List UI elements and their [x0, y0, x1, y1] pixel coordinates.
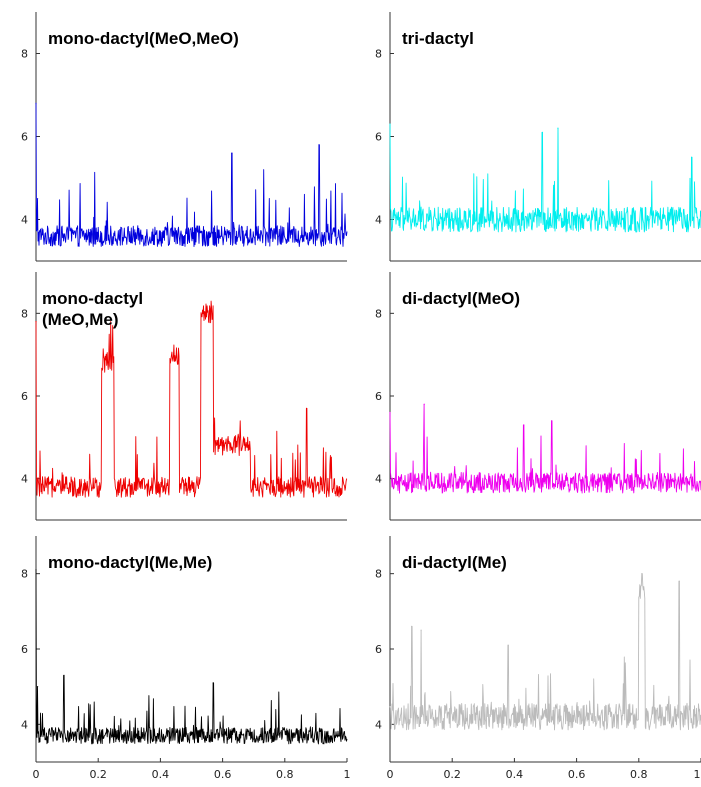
x-tick-label: 0.2 — [89, 768, 107, 781]
y-tick-label: 8 — [375, 568, 382, 581]
chart-title: tri-dactyl — [402, 29, 474, 48]
series-line — [35, 569, 348, 745]
chart-panel: 4 6 8 mono-dactyl (MeO,Me) — [21, 272, 348, 521]
chart-title: di-dactyl(MeO) — [402, 289, 520, 308]
chart-panel: 4 6 8 tri-dactyl — [375, 12, 701, 262]
chart-title: mono-dactyl — [42, 289, 143, 308]
y-tick-label: 4 — [375, 718, 382, 731]
series-line — [389, 573, 701, 731]
x-tick-label: 1 — [694, 768, 701, 781]
chart-panel: 4 6 8 0 0.2 0.4 0.6 0.8 1 mono-dactyl(Me,Me) — [21, 536, 351, 781]
data-point — [411, 625, 413, 628]
data-point — [523, 424, 525, 426]
x-tick-label: 0.2 — [443, 768, 461, 781]
chart-panel: 4 6 8 di-dactyl(MeO) — [375, 272, 701, 521]
chart-title: (MeO,Me) — [42, 310, 119, 329]
data-point — [389, 123, 391, 125]
chart-title: mono-dactyl(MeO,MeO) — [48, 29, 239, 48]
data-point — [557, 127, 559, 129]
data-point — [389, 411, 391, 414]
data-point — [35, 321, 37, 323]
series-line — [389, 124, 701, 233]
y-tick-label: 4 — [375, 473, 382, 486]
data-point — [231, 152, 233, 154]
data-point — [541, 131, 543, 133]
chart-title: mono-dactyl(Me,Me) — [48, 553, 212, 572]
data-point — [678, 580, 680, 582]
y-tick-label: 6 — [21, 131, 28, 144]
y-tick-label: 6 — [375, 131, 382, 144]
y-tick-label: 6 — [375, 390, 382, 403]
data-point — [63, 674, 65, 676]
x-tick-label: 0.8 — [276, 768, 294, 781]
chart-panel: 4 6 8 0 0.2 0.4 0.6 0.8 1 di-dactyl(Me) — [375, 536, 701, 781]
y-tick-label: 4 — [21, 718, 28, 731]
x-tick-label: 1 — [344, 768, 351, 781]
y-tick-label: 6 — [21, 390, 28, 403]
y-tick-label: 4 — [21, 214, 28, 227]
x-tick-label: 0.4 — [152, 768, 170, 781]
data-point — [420, 629, 422, 631]
data-point — [551, 420, 553, 422]
series-line — [389, 403, 701, 494]
y-tick-label: 8 — [21, 48, 28, 61]
x-tick-label: 0 — [387, 768, 394, 781]
data-point — [423, 403, 425, 405]
y-tick-label: 6 — [21, 643, 28, 656]
y-tick-label: 8 — [21, 568, 28, 581]
data-point — [318, 144, 320, 146]
series-line — [35, 300, 348, 498]
series-line — [35, 103, 348, 247]
y-tick-label: 8 — [375, 48, 382, 61]
y-tick-label: 8 — [21, 307, 28, 320]
data-point — [35, 102, 37, 104]
data-point — [36, 198, 39, 200]
data-point — [36, 686, 39, 688]
x-tick-label: 0 — [33, 768, 40, 781]
y-tick-label: 4 — [21, 473, 28, 486]
y-tick-label: 8 — [375, 307, 382, 320]
chart-panel: 4 6 8 mono-dactyl(MeO,MeO) — [21, 12, 348, 262]
chart-title: di-dactyl(Me) — [402, 553, 507, 572]
y-tick-label: 6 — [375, 643, 382, 656]
data-point — [35, 569, 37, 571]
data-point — [212, 682, 214, 684]
y-tick-label: 4 — [375, 214, 382, 227]
data-point — [305, 407, 308, 409]
x-tick-label: 0.4 — [506, 768, 524, 781]
data-point — [691, 156, 693, 158]
data-point — [641, 573, 643, 575]
x-tick-label: 0.6 — [214, 768, 232, 781]
x-tick-label: 0.8 — [630, 768, 648, 781]
x-tick-label: 0.6 — [568, 768, 586, 781]
data-point — [507, 644, 509, 646]
